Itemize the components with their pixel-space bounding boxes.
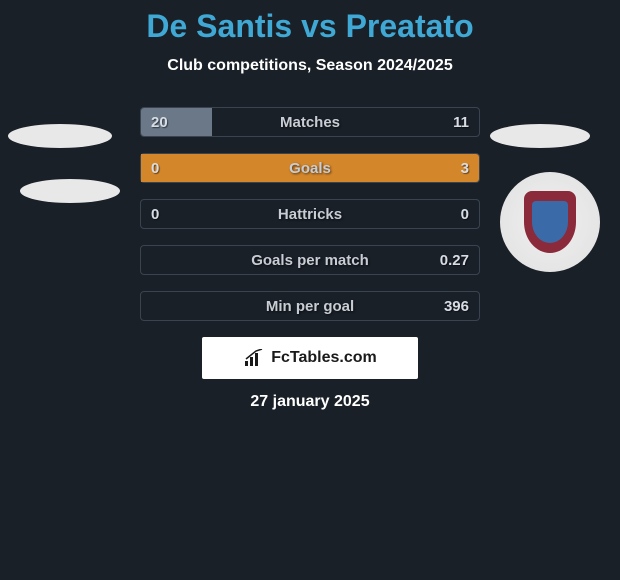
stat-left-value: 0 — [151, 160, 159, 177]
player-placeholder-left-1 — [8, 124, 112, 148]
stat-row-min-per-goal: Min per goal 396 — [140, 291, 480, 321]
stat-right-value: 0.27 — [440, 252, 469, 269]
footer-brand-text: FcTables.com — [271, 349, 377, 367]
stat-label: Goals per match — [251, 252, 369, 269]
chart-icon — [243, 349, 265, 367]
page-title: De Santis vs Preatato — [0, 0, 620, 45]
stat-label: Goals — [289, 160, 331, 177]
date-text: 27 january 2025 — [0, 393, 620, 411]
footer-brand-box[interactable]: FcTables.com — [202, 337, 418, 379]
stat-label: Hattricks — [278, 206, 342, 223]
shield-icon — [524, 191, 576, 253]
stat-right-value: 0 — [461, 206, 469, 223]
stat-row-matches: 20 Matches 11 — [140, 107, 480, 137]
team-badge-right — [500, 172, 600, 272]
stat-right-value: 11 — [453, 114, 469, 131]
player-placeholder-right — [490, 124, 590, 148]
stat-right-value: 3 — [461, 160, 469, 177]
stat-left-value: 20 — [151, 114, 168, 131]
stat-label: Matches — [280, 114, 340, 131]
stats-container: 20 Matches 11 0 Goals 3 0 Hattricks 0 Go… — [140, 107, 480, 321]
stat-label: Min per goal — [266, 298, 354, 315]
stat-row-hattricks: 0 Hattricks 0 — [140, 199, 480, 229]
stat-left-value: 0 — [151, 206, 159, 223]
stat-row-goals: 0 Goals 3 — [140, 153, 480, 183]
stat-right-value: 396 — [444, 298, 469, 315]
subtitle: Club competitions, Season 2024/2025 — [0, 57, 620, 75]
player-placeholder-left-2 — [20, 179, 120, 203]
stat-row-goals-per-match: Goals per match 0.27 — [140, 245, 480, 275]
